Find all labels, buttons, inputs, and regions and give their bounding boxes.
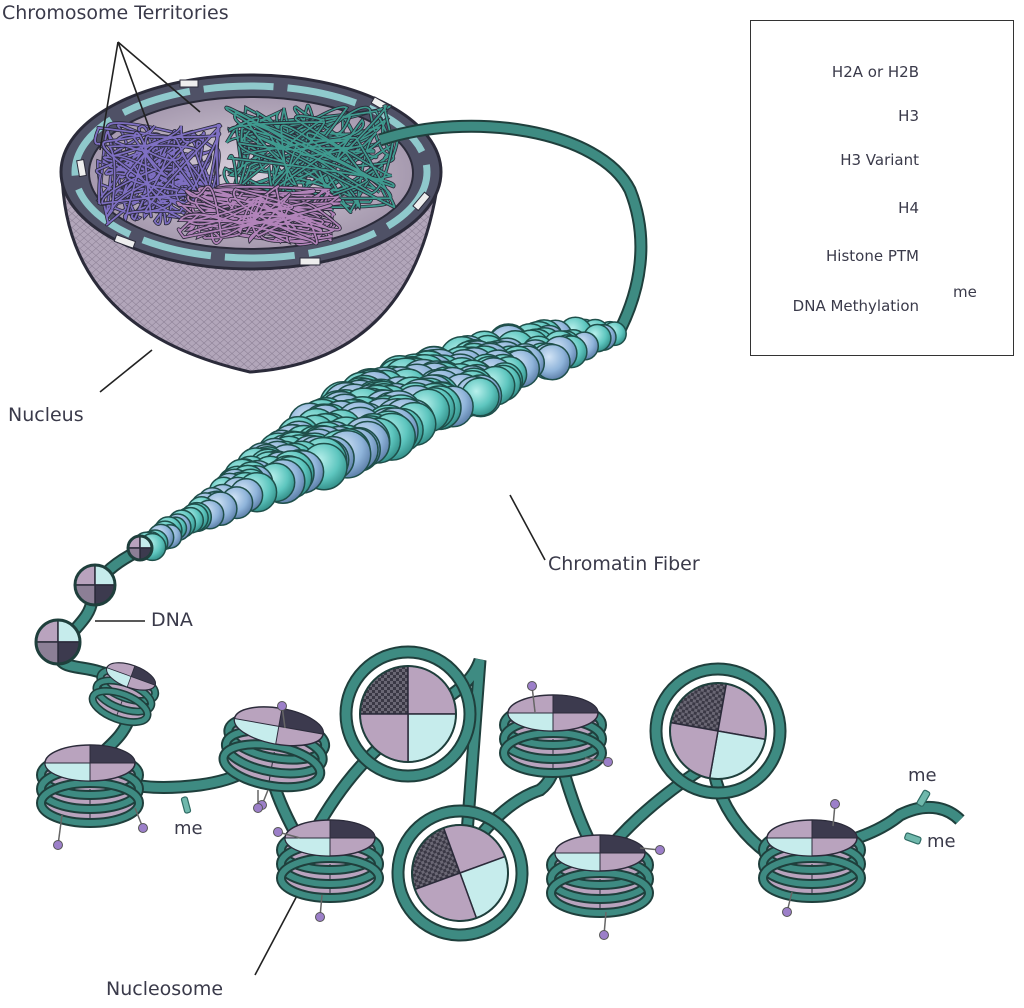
nucleosome-disc (73, 563, 117, 607)
legend-label-h4: H4 (898, 199, 919, 217)
nucleosome-stack (499, 694, 607, 778)
histone-ptm (277, 701, 287, 729)
chromosome-territories (93, 103, 400, 247)
legend-label-h3: H3 (898, 107, 919, 125)
dna-label: DNA (151, 609, 193, 631)
histone-ptm (315, 894, 325, 922)
histone-ptm (830, 799, 840, 827)
nucleosome-stack (88, 662, 160, 727)
chromatin-fiber-label: Chromatin Fiber (548, 553, 700, 575)
legend-label-h2a-h2b: H2A or H2B (831, 63, 919, 81)
nucleosome-top-views (34, 534, 787, 942)
histone-ptm (253, 790, 263, 813)
histone-ptm (53, 814, 63, 850)
legend: H2A or H2B H3 H3 Variant H4 Histone PTM … (750, 20, 1014, 356)
nucleosome-stack (758, 819, 866, 903)
territory-strand (225, 104, 396, 211)
histone-ptm (134, 807, 148, 833)
nucleosome-disc (339, 645, 477, 783)
legend-label-h3-variant: H3 Variant (840, 151, 919, 169)
methylation-label: me (174, 818, 203, 839)
nucleosome-stack (218, 706, 331, 793)
nucleosome-disc (126, 534, 154, 562)
histone-ptm (273, 827, 301, 839)
nucleosome-label: Nucleosome (106, 978, 224, 1000)
chromosome-territories-label: Chromosome Territories (2, 2, 229, 24)
dna-strand-lower (52, 544, 965, 872)
legend-label-histone-ptm: Histone PTM (826, 247, 919, 265)
methylation-label: me (908, 765, 937, 786)
territory-strand (101, 123, 222, 226)
nucleosome-disc (391, 804, 529, 942)
dna-strand-upper (377, 119, 648, 333)
legend-label-dna-methylation: DNA Methylation (792, 297, 919, 315)
nucleosome-stack (36, 744, 144, 828)
histone-ptm (782, 891, 793, 917)
histone-ptm (527, 681, 537, 713)
histone-ptm (599, 911, 609, 940)
histone-ptm (639, 845, 665, 855)
nucleosome-disc (649, 662, 787, 800)
chromatin-fiber (132, 316, 627, 562)
nucleosome-side-views (36, 662, 866, 918)
territory-strand (177, 185, 341, 245)
histone-ptm (584, 757, 613, 767)
histone-ptms (53, 681, 840, 940)
methylation-tags (180, 789, 931, 845)
methylation-label: me (927, 831, 956, 852)
nucleus-label: Nucleus (8, 404, 84, 426)
nucleosome-disc (34, 618, 82, 666)
nucleosome-stack (276, 819, 384, 903)
nucleosome-stack (546, 834, 654, 918)
label-pointers (95, 41, 546, 976)
legend-me-label: me (953, 283, 977, 301)
